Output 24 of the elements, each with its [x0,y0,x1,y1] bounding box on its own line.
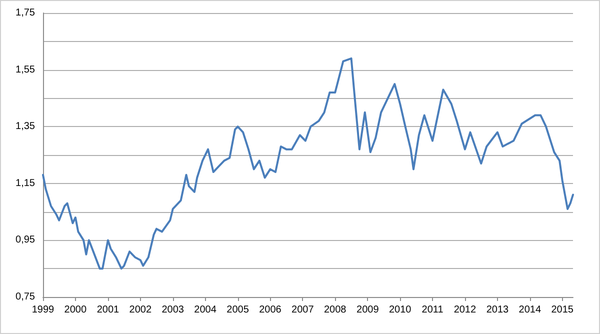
x-tick-label: 2004 [194,304,217,316]
x-tick-label: 2002 [129,304,152,316]
x-tick-label: 2007 [292,304,314,316]
x-tick-label: 2015 [551,304,574,316]
line-series [42,57,574,270]
x-tick-label: 2012 [454,304,476,316]
x-tick-label: 2010 [388,304,412,316]
x-tick-label: 2003 [162,304,184,316]
x-tick-label: 2014 [518,304,542,316]
x-tick-label: 2013 [486,304,510,316]
x-tick-label: 2008 [324,304,347,316]
x-tick-label: 2005 [226,304,250,316]
y-tick-label: 1,55 [16,64,36,76]
x-tick-label: 2000 [64,304,87,316]
y-tick-label: 1,75 [16,8,36,18]
x-tick-label: 2001 [96,304,120,316]
x-tick-label: 2009 [356,304,380,316]
y-tick-label: 0,75 [16,292,36,302]
x-tick-label: 2011 [422,304,444,316]
y-tick-label: 1,35 [16,121,36,132]
x-tick-label: 2006 [259,304,282,316]
y-tick-label: 1,15 [16,178,36,189]
x-tick-label: 1999 [32,304,55,316]
y-tick-label: 0,95 [16,234,36,246]
